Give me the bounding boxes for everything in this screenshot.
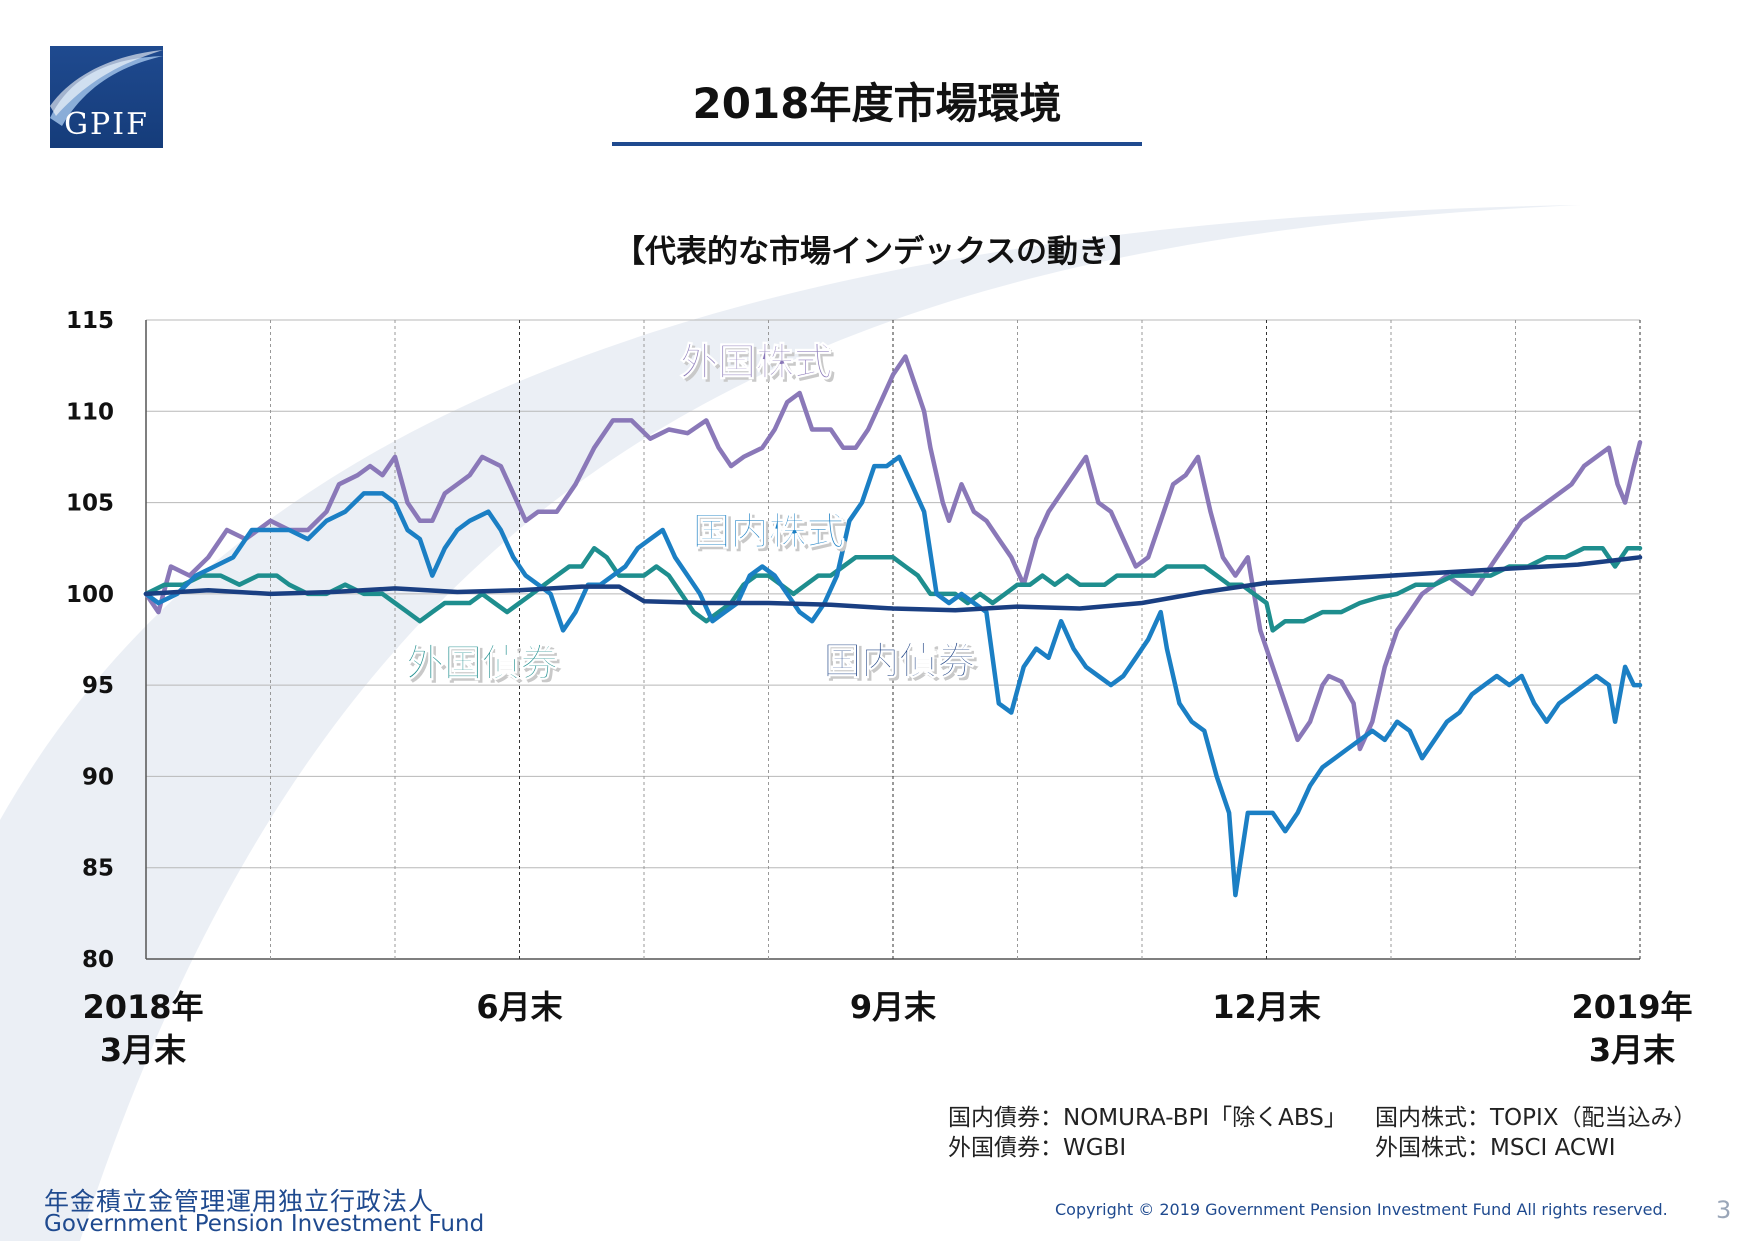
x-tick-label: 3月末 — [1589, 1031, 1675, 1069]
series-line — [143, 555, 1643, 613]
logo-text: GPIF — [64, 107, 149, 142]
chart-title: 【代表的な市場インデックスの動き】 — [613, 234, 1141, 270]
x-tick-label: 12月末 — [1212, 988, 1321, 1026]
page-title: 2018年度市場環境 — [692, 79, 1062, 128]
x-tick-label: 6月末 — [476, 988, 562, 1026]
y-tick-label: 95 — [82, 673, 114, 699]
series-label: 国内債券 — [823, 639, 976, 683]
series-label: 国内株式 — [692, 510, 844, 554]
note-domestic-bond: 国内債券：NOMURA-BPI「除くABS」 — [948, 1105, 1347, 1131]
org-name-japanese: 年金積立金管理運用独立行政法人 — [44, 1187, 435, 1216]
y-tick-label: 100 — [66, 582, 114, 608]
series-label-shadow: 外国債券 — [409, 644, 562, 688]
gpif-logo: GPIF — [50, 46, 163, 148]
series-line — [143, 545, 1643, 633]
series-line — [143, 354, 1643, 752]
series-label: 外国債券 — [406, 641, 559, 685]
series-label-shadow: 国内株式 — [695, 513, 847, 557]
x-tick-label: 3月末 — [100, 1031, 186, 1069]
copyright: Copyright © 2019 Government Pension Inve… — [1055, 1200, 1668, 1219]
y-tick-label: 105 — [66, 491, 114, 517]
y-tick-label: 110 — [66, 399, 114, 425]
series-label: 外国株式 — [680, 340, 832, 384]
org-name-english: Government Pension Investment Fund — [44, 1211, 485, 1237]
note-foreign-bond: 外国債券：WGBI — [948, 1135, 1127, 1161]
x-tick-label: 2019年 — [1571, 988, 1692, 1026]
y-tick-label: 85 — [82, 856, 114, 882]
title-underline — [612, 142, 1142, 146]
x-tick-label: 9月末 — [850, 988, 936, 1026]
y-tick-label: 80 — [82, 947, 114, 973]
y-tick-label: 90 — [82, 764, 114, 790]
series-label-shadow: 国内債券 — [826, 642, 979, 686]
y-tick-label: 115 — [66, 308, 114, 334]
x-tick-label: 2018年 — [82, 988, 203, 1026]
series-label-shadow: 外国株式 — [683, 343, 835, 387]
note-domestic-equity: 国内株式：TOPIX（配当込み） — [1375, 1105, 1697, 1131]
note-foreign-equity: 外国株式：MSCI ACWI — [1375, 1135, 1616, 1161]
page-number: 3 — [1716, 1196, 1732, 1224]
series-line — [143, 454, 1643, 898]
